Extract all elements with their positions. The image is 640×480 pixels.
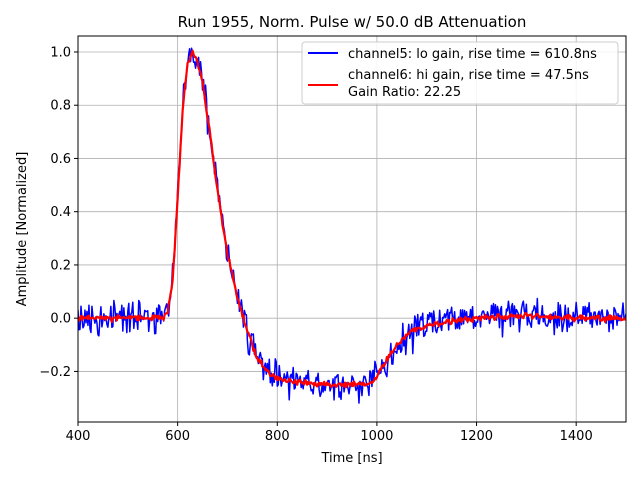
y-tick-label: 0.0 (50, 312, 71, 327)
axis-ticks: 400 600 800 1000 1200 1400 −0.2 0.0 0.2 0.4 0.6 0.8… (39, 45, 592, 444)
y-tick-label: 0.2 (50, 258, 71, 273)
x-tick-label: 1000 (360, 429, 393, 444)
legend: channel5: lo gain, rise time = 610.8ns c… (301, 41, 619, 105)
x-axis-label: Time [ns] (320, 451, 382, 466)
legend-box (301, 41, 619, 105)
x-tick-label: 600 (165, 429, 190, 444)
x-tick-label: 800 (265, 429, 290, 444)
y-axis-label: Amplitude [Normalized] (15, 152, 30, 307)
y-tick-label: −0.2 (39, 365, 71, 380)
y-tick-label: 0.4 (50, 205, 71, 220)
x-tick-label: 1200 (460, 429, 493, 444)
y-tick-label: 0.8 (50, 99, 71, 114)
series-layer (78, 47, 626, 404)
plot-frame (77, 35, 627, 423)
x-tick-label: 400 (66, 429, 91, 444)
legend-label-channel5: channel5: lo gain, rise time = 610.8ns (348, 47, 597, 62)
series-line-channel6 (78, 49, 626, 389)
chart-title: Run 1955, Norm. Pulse w/ 50.0 dB Attenua… (178, 13, 527, 31)
x-tick-label: 1400 (560, 429, 593, 444)
legend-label-gain-ratio: Gain Ratio: 22.25 (348, 85, 461, 100)
y-tick-label: 0.6 (50, 152, 71, 167)
y-tick-label: 1.0 (50, 45, 71, 60)
legend-label-channel6: channel6: hi gain, rise time = 47.5ns (348, 68, 589, 83)
